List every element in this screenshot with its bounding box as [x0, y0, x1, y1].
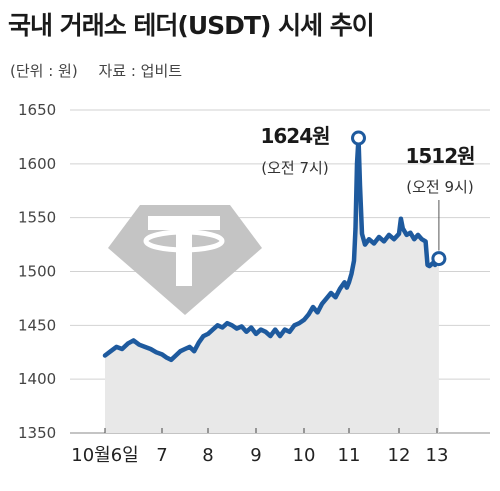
- y-tick-label: 1600: [18, 155, 56, 173]
- area-fill: [105, 138, 439, 433]
- y-tick-label: 1450: [18, 316, 56, 334]
- annotation-marker: [351, 130, 366, 146]
- annotation-time: (오전 9시): [406, 178, 473, 196]
- annotations: 1624원 (오전 7시) 1512원 (오전 9시): [260, 124, 476, 267]
- annotation-marker: [431, 251, 447, 267]
- tether-logo-icon: [108, 205, 262, 315]
- x-tick-label: 10월6일: [71, 445, 138, 466]
- x-axis-ticks: 10월6일 7 8 9 10 11 12 13: [71, 428, 448, 466]
- y-tick-label: 1550: [18, 209, 56, 227]
- chart-title: 국내 거래소 테더(USDT) 시세 추이: [8, 11, 375, 40]
- y-axis-ticks: 1350 1400 1450 1500 1550 1600 1650: [18, 101, 56, 442]
- x-tick-label: 9: [250, 445, 261, 466]
- series-line: [102, 135, 442, 363]
- source-label: 자료 : 업비트: [98, 62, 183, 80]
- x-tick-label: 12: [388, 445, 411, 466]
- unit-label: (단위 : 원): [10, 62, 78, 80]
- chart-subtitle: (단위 : 원) 자료 : 업비트: [10, 60, 198, 81]
- x-tick-label: 7: [156, 445, 167, 466]
- x-tick-label: 13: [426, 445, 449, 466]
- annotation-value: 1624원: [260, 124, 329, 148]
- y-tick-label: 1400: [18, 370, 56, 388]
- x-tick-label: 8: [202, 445, 213, 466]
- price-line: [102, 135, 442, 363]
- annotation-time: (오전 7시): [261, 159, 328, 177]
- y-tick-label: 1350: [18, 424, 56, 442]
- y-tick-label: 1650: [18, 101, 56, 119]
- annotation-value: 1512원: [405, 144, 474, 168]
- area-shape: [105, 138, 439, 433]
- x-tick-label: 11: [338, 445, 361, 466]
- x-tick-label: 10: [293, 445, 316, 466]
- y-tick-label: 1500: [18, 263, 56, 281]
